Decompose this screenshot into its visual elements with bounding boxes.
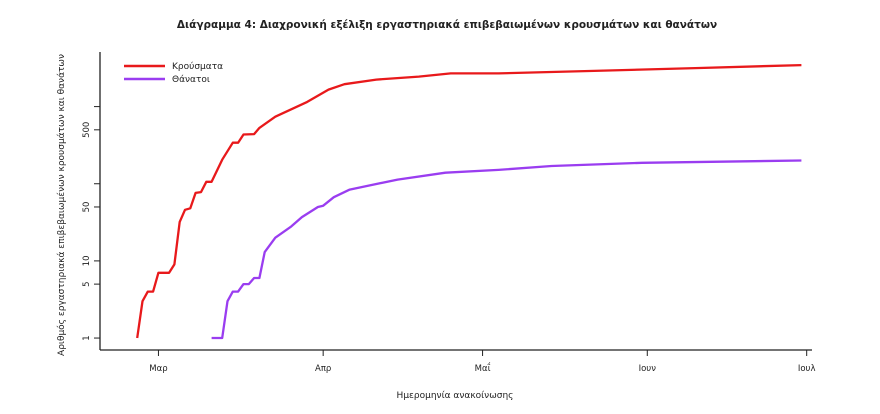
- y-tick-label: 5: [82, 281, 92, 286]
- x-ticks: Μαρ Απρ Μαΐ Ιουν Ιουλ: [149, 350, 816, 374]
- x-tick-label: Μαΐ: [475, 362, 491, 374]
- y-tick-label: 50: [82, 202, 92, 213]
- x-axis-label: Ημερομηνία ανακοίνωσης: [397, 391, 514, 401]
- y-tick-label: 500: [82, 122, 92, 138]
- legend-label-cases: Κρούσματα: [172, 61, 223, 72]
- series-lines: [136, 63, 802, 340]
- y-tick-label: 1: [82, 335, 92, 340]
- x-tick-label: Ιουν: [639, 364, 657, 374]
- series-line-cases: [136, 63, 802, 339]
- x-tick-label: Μαρ: [149, 364, 167, 374]
- legend: Κρούσματα Θάνατοι: [124, 61, 223, 85]
- series-line-deaths: [211, 159, 802, 340]
- y-axis-label: Αριθμός εργαστηριακά επιβεβαιωμένων κρου…: [56, 54, 67, 356]
- chart-title: Διάγραμμα 4: Διαχρονική εξέλιξη εργαστηρ…: [177, 19, 717, 31]
- y-tick-label: 10: [82, 255, 92, 266]
- y-ticks: 1 5 10 50 500: [82, 106, 100, 341]
- x-tick-label: Ιουλ: [798, 364, 816, 374]
- legend-label-deaths: Θάνατοι: [172, 75, 210, 85]
- x-tick-label: Απρ: [315, 364, 331, 374]
